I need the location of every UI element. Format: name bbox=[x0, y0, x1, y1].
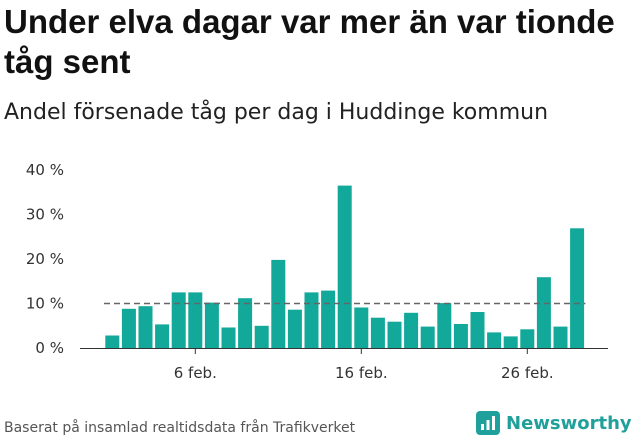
bar bbox=[321, 290, 336, 348]
bar bbox=[570, 228, 585, 348]
bar bbox=[204, 302, 219, 348]
y-tick-label: 10 % bbox=[26, 295, 64, 313]
bar bbox=[420, 326, 435, 348]
bar bbox=[337, 185, 352, 348]
bar bbox=[188, 292, 203, 348]
chart-title: Under elva dagar var mer än var tionde t… bbox=[4, 3, 615, 80]
bar bbox=[138, 306, 153, 348]
bar bbox=[453, 324, 468, 348]
y-tick-label: 20 % bbox=[26, 250, 64, 268]
x-tick-label: 6 feb. bbox=[174, 364, 217, 382]
bar bbox=[238, 298, 253, 348]
bar bbox=[155, 324, 170, 348]
bar bbox=[536, 277, 551, 348]
bar bbox=[171, 292, 186, 348]
y-tick-label: 30 % bbox=[26, 206, 64, 224]
bar bbox=[470, 312, 485, 348]
bar bbox=[370, 317, 385, 348]
bar bbox=[121, 308, 136, 348]
y-tick-label: 40 % bbox=[26, 161, 64, 179]
bar bbox=[221, 327, 236, 348]
bar bbox=[404, 312, 419, 348]
bar bbox=[105, 335, 120, 348]
bar bbox=[354, 307, 369, 348]
bar bbox=[304, 292, 319, 348]
chart-subtitle: Andel försenade tåg per dag i Huddinge k… bbox=[4, 100, 549, 125]
bar bbox=[520, 329, 535, 348]
bar bbox=[254, 325, 269, 349]
bar bbox=[387, 321, 402, 348]
bar bbox=[553, 326, 568, 348]
brand-name: Newsworthy bbox=[506, 412, 631, 434]
bar bbox=[487, 332, 502, 348]
newsworthy-logo-icon bbox=[476, 411, 500, 435]
x-tick-label: 16 feb. bbox=[335, 364, 388, 382]
brand: Newsworthy bbox=[476, 409, 631, 437]
source-note: Baserat på insamlad realtidsdata från Tr… bbox=[4, 420, 356, 436]
y-tick-label: 0 % bbox=[35, 339, 64, 357]
bar bbox=[287, 309, 302, 348]
bar bbox=[503, 336, 518, 348]
bar-chart: 0 % 10 % 20 % 30 % 40 % 6 feb. 16 feb. 26 feb. bbox=[26, 161, 608, 382]
x-tick-label: 26 feb. bbox=[501, 364, 554, 382]
bar bbox=[437, 303, 452, 348]
